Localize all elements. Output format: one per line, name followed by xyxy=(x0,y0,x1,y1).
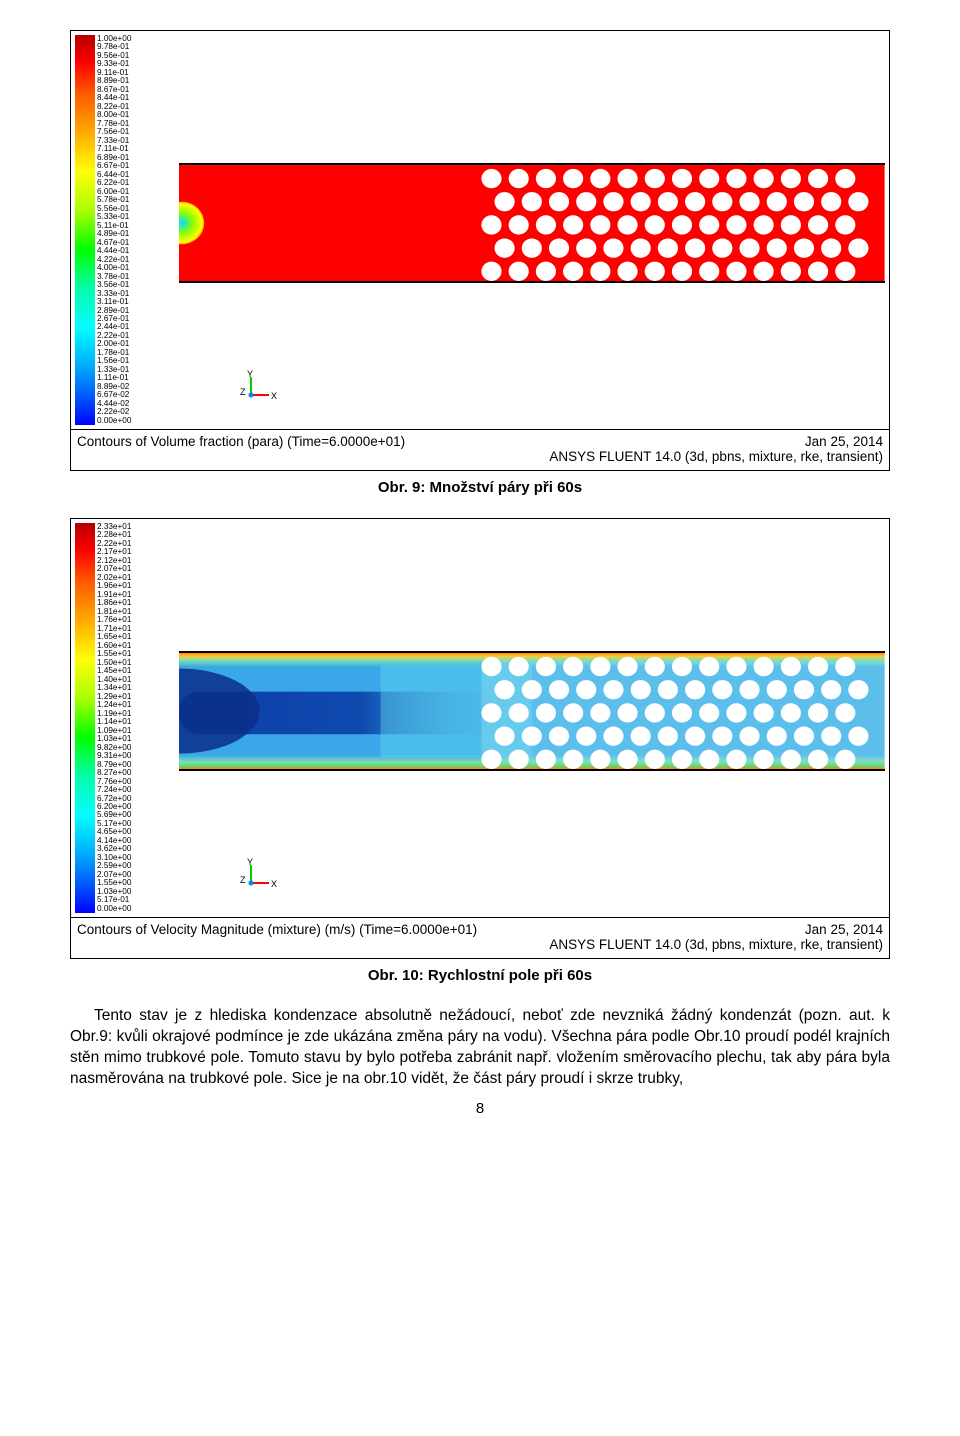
figure1-footer-sub: ANSYS FLUENT 14.0 (3d, pbns, mixture, rk… xyxy=(549,449,883,464)
colorbar-tick: 0.00e+00 xyxy=(97,905,131,913)
figure1-plot-area: 1.00e+009.78e-019.56e-019.33e-019.11e-01… xyxy=(71,31,889,429)
figure1-footer-right: Jan 25, 2014 xyxy=(805,434,883,449)
figure1-viz: X YZ xyxy=(131,35,885,425)
page-number: 8 xyxy=(70,1100,890,1117)
figure2-block: 2.33e+012.28e+012.22e+012.17e+012.12e+01… xyxy=(70,518,890,959)
figure2-channel xyxy=(179,651,885,771)
svg-text:Z: Z xyxy=(240,875,246,885)
svg-text:X: X xyxy=(271,879,277,889)
figure1-block: 1.00e+009.78e-019.56e-019.33e-019.11e-01… xyxy=(70,30,890,471)
figure1-footer-left: Contours of Volume fraction (para) (Time… xyxy=(77,434,405,449)
figure1-channel xyxy=(179,163,885,283)
figure1-caption: Obr. 9: Množství páry při 60s xyxy=(70,479,890,496)
svg-text:X: X xyxy=(271,391,277,401)
colorbar-tick: 7.24e+00 xyxy=(97,786,131,794)
body-text: Tento stav je z hlediska kondenzace abso… xyxy=(70,1006,890,1090)
svg-text:Y: Y xyxy=(247,369,253,379)
figure1-footer: Contours of Volume fraction (para) (Time… xyxy=(71,429,889,470)
figure2-ticks: 2.33e+012.28e+012.22e+012.17e+012.12e+01… xyxy=(97,523,131,913)
colorbar-tick: 0.00e+00 xyxy=(97,417,131,425)
figure1-axes-triad: XYZ xyxy=(241,375,271,405)
svg-text:Z: Z xyxy=(240,387,246,397)
figure2-axes-triad: XYZ xyxy=(241,863,271,893)
colorbar-tick: 3.11e-01 xyxy=(97,298,131,306)
figure2-plot-area: 2.33e+012.28e+012.22e+012.17e+012.12e+01… xyxy=(71,519,889,917)
figure1-colorbar xyxy=(75,35,95,425)
figure2-footer: Contours of Velocity Magnitude (mixture)… xyxy=(71,917,889,958)
figure2-caption: Obr. 10: Rychlostní pole při 60s xyxy=(70,967,890,984)
figure1-ticks: 1.00e+009.78e-019.56e-019.33e-019.11e-01… xyxy=(97,35,131,425)
figure2-viz: X YZ xyxy=(131,523,885,913)
figure2-colorbar-wrap: 2.33e+012.28e+012.22e+012.17e+012.12e+01… xyxy=(75,523,131,913)
figure1-colorbar-wrap: 1.00e+009.78e-019.56e-019.33e-019.11e-01… xyxy=(75,35,131,425)
figure2-footer-right: Jan 25, 2014 xyxy=(805,922,883,937)
paragraph: Tento stav je z hlediska kondenzace abso… xyxy=(70,1006,890,1090)
figure2-colorbar xyxy=(75,523,95,913)
figure2-footer-left: Contours of Velocity Magnitude (mixture)… xyxy=(77,922,477,937)
figure2-footer-sub: ANSYS FLUENT 14.0 (3d, pbns, mixture, rk… xyxy=(549,937,883,952)
svg-text:Y: Y xyxy=(247,857,253,867)
